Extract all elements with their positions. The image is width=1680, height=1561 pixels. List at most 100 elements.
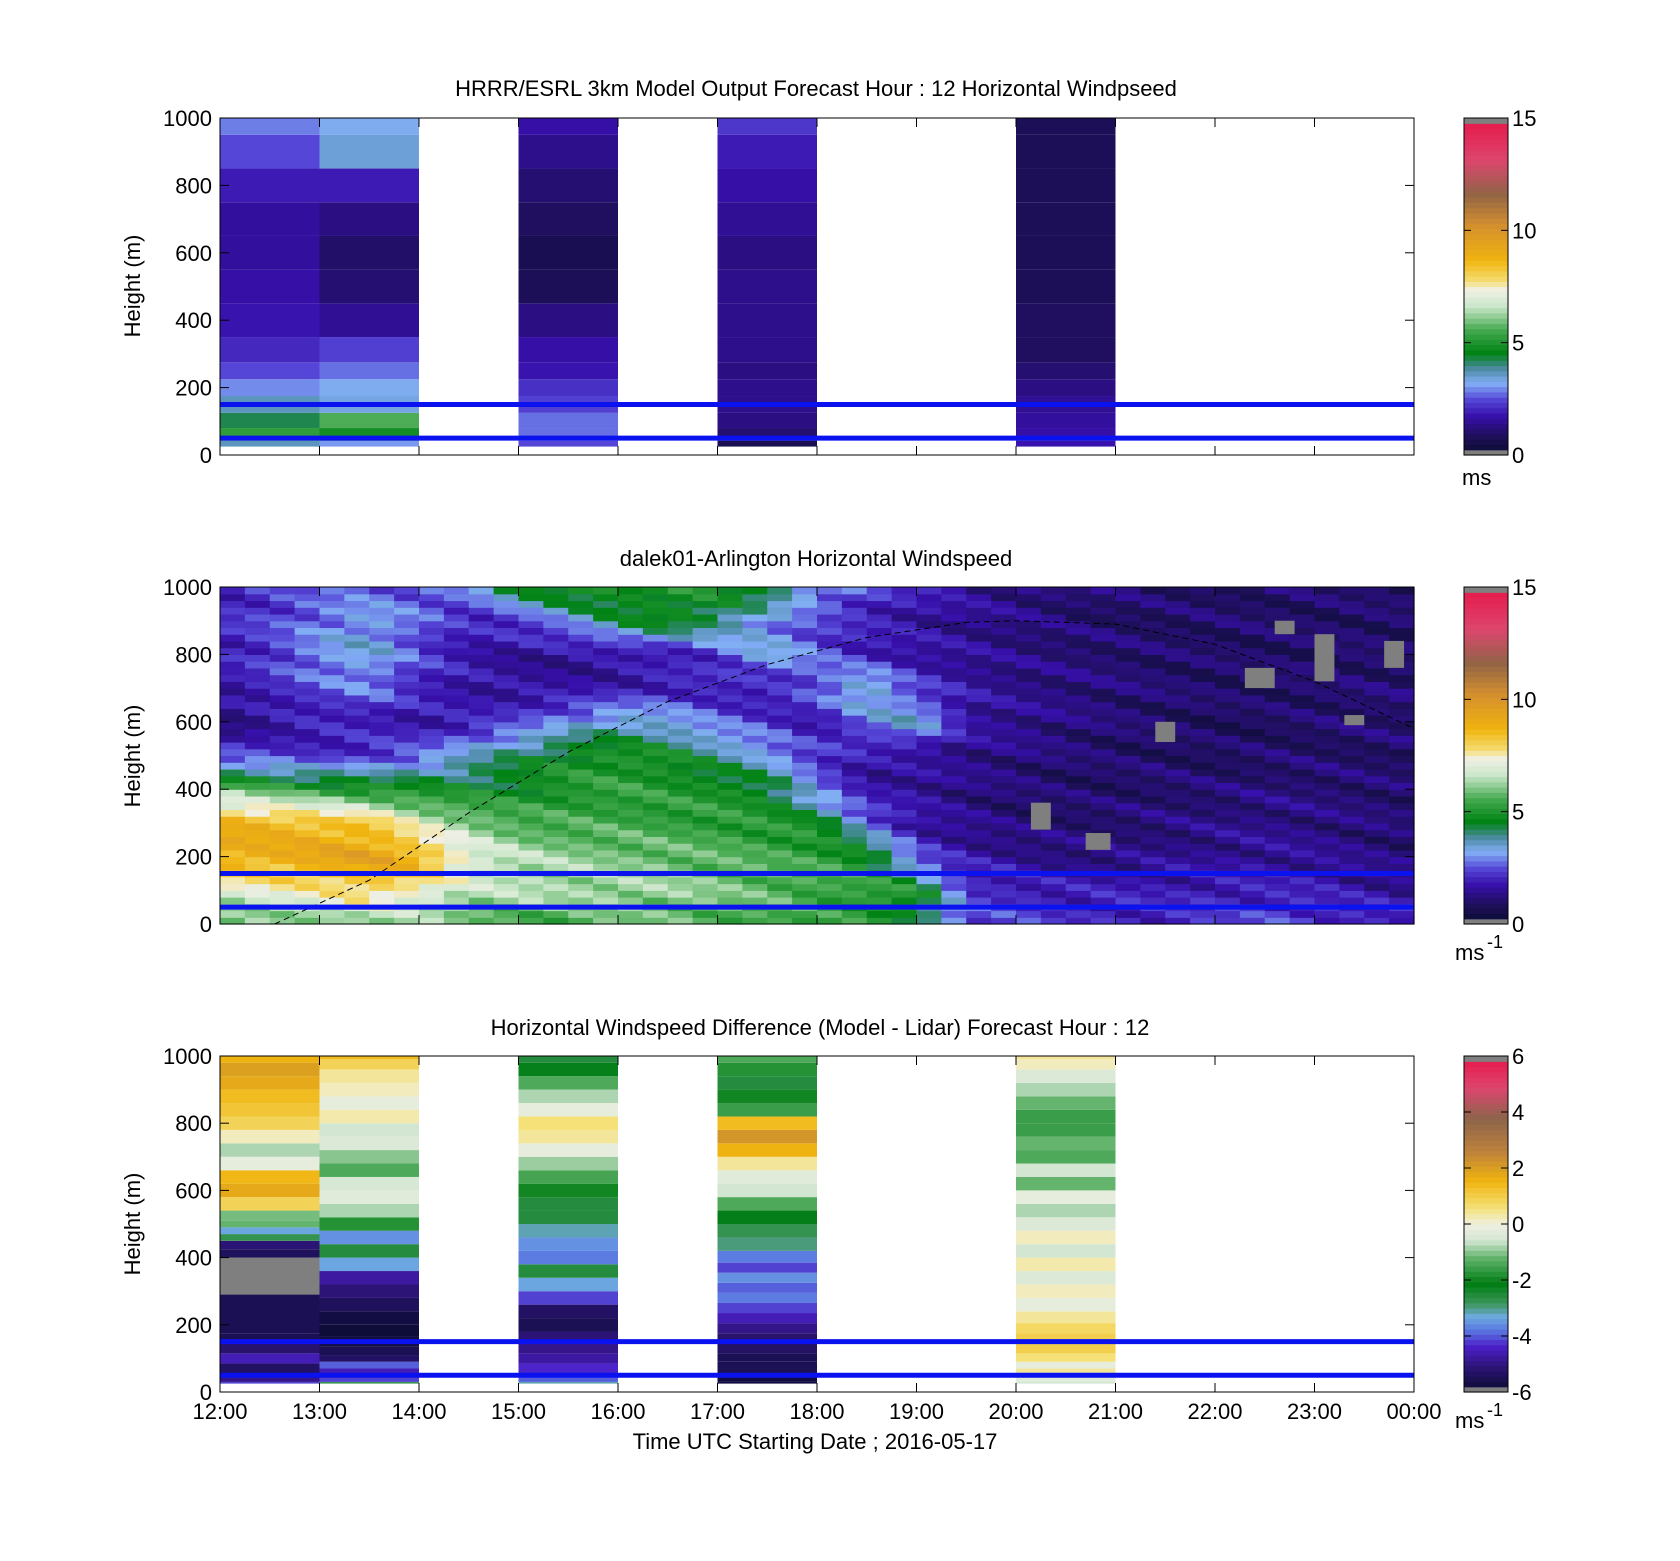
heatmap-cell (966, 816, 992, 824)
heatmap-cell (891, 768, 918, 777)
heatmap-cell (1140, 883, 1166, 891)
heatmap-cell (493, 910, 520, 918)
heatmap-cell (518, 1318, 618, 1332)
heatmap-cell (319, 1230, 419, 1245)
heatmap-cell (369, 910, 395, 918)
heatmap-cell (220, 694, 246, 703)
heatmap-cell (518, 667, 544, 676)
heatmap-cell (1016, 337, 1116, 363)
heatmap-cell (841, 748, 868, 757)
heatmap-cell (568, 694, 594, 703)
heatmap-cell (916, 809, 942, 817)
heatmap-cell (294, 809, 321, 817)
heatmap-cell (966, 613, 992, 622)
heatmap-cell (443, 620, 470, 629)
heatmap-cell (294, 782, 321, 790)
heatmap-cell (1339, 728, 1365, 736)
heatmap-cell (1239, 721, 1266, 730)
heatmap-cell (518, 768, 544, 777)
heatmap-cell (667, 742, 694, 750)
heatmap-cell (618, 843, 644, 851)
heatmap-cell (1115, 863, 1141, 871)
panel-difference-ylabel: Height (m) (120, 1173, 145, 1276)
heatmap-cell (344, 587, 370, 595)
colorbar-swatch (1464, 218, 1508, 224)
heatmap-cell (642, 681, 669, 689)
heatmap-cell (543, 789, 569, 797)
heatmap-cell (667, 890, 694, 898)
colorbar-tick-label: 10 (1512, 687, 1536, 712)
heatmap-cell (568, 728, 594, 736)
heatmap-cell (1239, 863, 1266, 871)
panel-difference-cells (220, 1056, 1116, 1384)
heatmap-cell (1364, 856, 1390, 864)
heatmap-cell (1115, 715, 1141, 723)
heatmap-cell (1239, 735, 1266, 743)
heatmap-cell (991, 627, 1017, 635)
heatmap-cell (1314, 897, 1340, 905)
heatmap-cell (692, 822, 719, 831)
heatmap-cell (1190, 721, 1216, 730)
heatmap-cell (394, 681, 420, 689)
colorbar-swatch (1464, 592, 1508, 599)
heatmap-cell (1289, 863, 1316, 871)
heatmap-cell (692, 897, 719, 905)
heatmap-cell (593, 802, 619, 811)
colorbar-swatch (1464, 1281, 1508, 1288)
x-tick-label: 18:00 (789, 1399, 844, 1424)
heatmap-cell (767, 836, 793, 844)
heatmap-cell (443, 640, 470, 649)
heatmap-cell (1339, 863, 1365, 871)
colorbar-swatch (1464, 797, 1508, 804)
heatmap-cell (1239, 822, 1266, 831)
heatmap-cell (518, 688, 544, 696)
heatmap-cell (742, 654, 768, 662)
heatmap-cell (717, 1143, 817, 1157)
heatmap-cell (792, 836, 818, 844)
heatmap-cell (717, 1381, 817, 1384)
heatmap-cell (319, 708, 345, 716)
heatmap-cell (1090, 863, 1117, 871)
heatmap-cell (667, 647, 694, 655)
heatmap-cell (642, 634, 669, 642)
heatmap-cell (667, 667, 694, 676)
heatmap-cell (717, 1375, 817, 1382)
heatmap-cell (667, 735, 694, 743)
heatmap-cell (1314, 822, 1340, 831)
heatmap-cell (1040, 816, 1067, 824)
heatmap-cell (1090, 701, 1117, 709)
heatmap-cell (667, 816, 694, 824)
heatmap-cell (717, 917, 743, 925)
heatmap-cell (1215, 782, 1241, 790)
heatmap-cell (1190, 910, 1216, 918)
heatmap-cell (419, 816, 445, 824)
panel-difference-title: Horizontal Windspeed Difference (Model -… (491, 1015, 1150, 1040)
colorbar-swatch (1464, 212, 1508, 219)
heatmap-cell (1040, 742, 1067, 750)
heatmap-cell (1165, 647, 1191, 655)
heatmap-cell (369, 627, 395, 635)
heatmap-cell (618, 654, 644, 662)
x-axis-label: Time UTC Starting Date ; 2016-05-17 (633, 1429, 998, 1454)
heatmap-cell (593, 883, 619, 891)
heatmap-cell (220, 688, 246, 696)
heatmap-cell (767, 607, 793, 615)
heatmap-cell (866, 593, 893, 602)
heatmap-cell (667, 863, 694, 871)
heatmap-cell (1115, 809, 1141, 817)
heatmap-cell (220, 613, 246, 622)
heatmap-cell (1115, 856, 1141, 864)
heatmap-cell (1364, 863, 1390, 871)
heatmap-cell (419, 667, 445, 676)
heatmap-cell (369, 890, 395, 898)
heatmap-cell (941, 789, 967, 797)
heatmap-cell (443, 816, 470, 824)
heatmap-cell (1239, 876, 1266, 885)
heatmap-cell (468, 822, 495, 831)
colorbar-swatch (1464, 1376, 1508, 1383)
heatmap-cell (1016, 883, 1042, 891)
heatmap-cell (767, 822, 793, 831)
heatmap-cell (369, 728, 395, 736)
heatmap-cell (1239, 728, 1266, 736)
